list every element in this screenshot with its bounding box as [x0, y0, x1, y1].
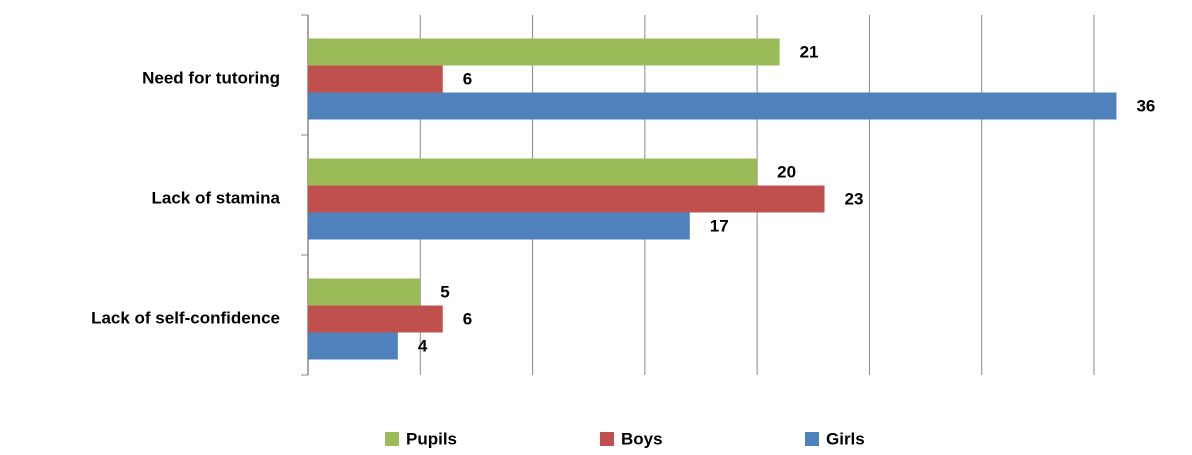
bar	[308, 278, 421, 306]
bar	[308, 92, 1117, 120]
data-label: 6	[463, 309, 472, 328]
bar	[308, 65, 443, 93]
legend-swatch	[385, 432, 399, 446]
bar	[308, 185, 825, 213]
data-label: 6	[463, 69, 472, 88]
data-label: 23	[845, 189, 864, 208]
data-label: 17	[710, 216, 729, 235]
data-label: 4	[418, 336, 428, 355]
bar	[308, 212, 690, 240]
bar	[308, 158, 758, 186]
bar	[308, 38, 780, 66]
bar	[308, 305, 443, 333]
data-label: 5	[440, 282, 449, 301]
legend-label: Girls	[826, 429, 865, 448]
y-tick-label: Need for tutoring	[142, 68, 280, 87]
legend-swatch	[600, 432, 614, 446]
y-tick-label: Lack of stamina	[152, 188, 281, 207]
legend-label: Pupils	[406, 429, 457, 448]
bar	[308, 332, 398, 360]
y-tick-label: Lack of self-confidence	[91, 308, 280, 327]
data-label: 21	[800, 42, 819, 61]
data-label: 20	[777, 162, 796, 181]
legend-label: Boys	[621, 429, 663, 448]
data-label: 36	[1136, 96, 1155, 115]
legend-swatch	[805, 432, 819, 446]
